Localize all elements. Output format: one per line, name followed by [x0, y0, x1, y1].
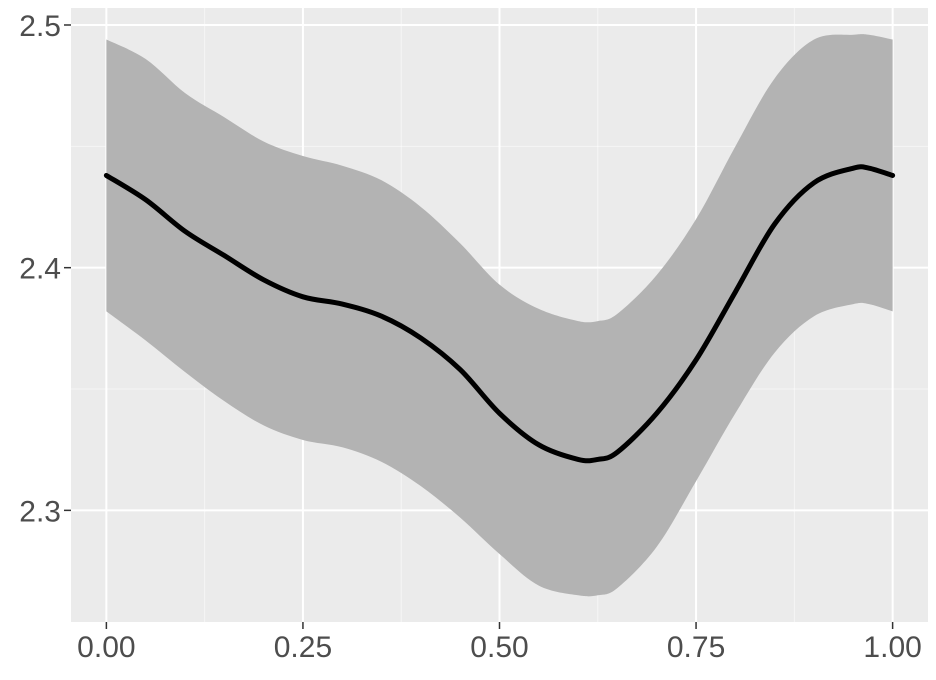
y-tick-label: 2.3: [19, 495, 61, 528]
x-tick-label: 0.00: [77, 631, 135, 664]
y-axis: 2.3 2.4 2.5: [19, 10, 71, 528]
confidence-ribbon: [106, 34, 893, 597]
x-tick-label: 1.00: [863, 631, 921, 664]
x-tick-label: 0.50: [470, 631, 528, 664]
x-tick-label: 0.75: [667, 631, 725, 664]
smooth-line: [103, 164, 896, 464]
y-tick-label: 2.4: [19, 253, 61, 286]
x-axis: 0.00 0.25 0.50 0.75 1.00: [77, 622, 922, 664]
y-tick-label: 2.5: [19, 10, 61, 43]
x-tick-label: 0.25: [274, 631, 332, 664]
